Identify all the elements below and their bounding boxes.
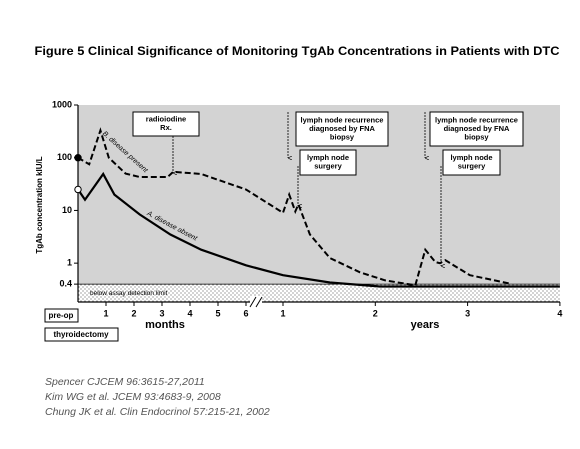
y-tick-label: 0.4 (59, 279, 72, 289)
x-tick-label: 5 (215, 308, 220, 318)
plot-area: below assay detection limit 0.4 1 10 100 1000… (52, 99, 562, 318)
x-tick-label: 2 (131, 308, 136, 318)
x-tick-label: 4 (557, 308, 562, 318)
series-line (77, 127, 511, 287)
reference: Chung JK et al. Clin Endocrinol 57:215-2… (45, 406, 270, 418)
y-tick-label: 10 (62, 205, 72, 215)
x-tick-label: 2 (373, 308, 378, 318)
y-tick-label: 1 (67, 258, 72, 268)
annotation-box (132, 111, 200, 137)
first-point (74, 154, 82, 162)
detection-label: below assay detection limit (90, 290, 168, 297)
annotation-box (429, 111, 524, 147)
x-tick-label: 3 (159, 308, 164, 318)
annotation-text: diagnosed by FNA (444, 124, 510, 133)
annotation-text: Rx. (160, 123, 172, 132)
annotation-box (295, 111, 389, 147)
y-tick-label: 100 (57, 152, 72, 162)
annotation-text: surgery (458, 162, 486, 171)
annotation-text: lymph node (307, 153, 349, 162)
reference: Spencer CJCEM 96:3615-27,2011 (45, 376, 205, 388)
x-tick-label: 3 (465, 308, 470, 318)
series-line (77, 171, 560, 288)
annotation-text: lymph node (450, 153, 492, 162)
x-tick-label: 6 (243, 308, 248, 318)
detection-band (78, 284, 560, 302)
x-tick-label: 1 (103, 308, 108, 318)
x-axis-label: months (145, 319, 185, 331)
x-tick-label: 1 (280, 308, 285, 318)
x-axis-label: years (411, 319, 440, 331)
annotation-text: lymph node recurrence (435, 115, 518, 124)
annotation-text: lymph node recurrence (301, 115, 384, 124)
pre-op-box (44, 308, 79, 323)
chart-title: Figure 5 Clinical Significance of Monito… (35, 44, 560, 58)
annotation-text: radioiodine (146, 115, 186, 124)
annotation-text: biopsy (464, 132, 489, 141)
pre-op-label: pre-op (49, 311, 74, 320)
thyroidectomy-label: thyroidectomy (53, 330, 109, 339)
thyroidectomy-box (44, 327, 119, 342)
annotation-text: diagnosed by FNA (309, 124, 375, 133)
reference: Kim WG et al. JCEM 93:4683-9, 2008 (45, 391, 221, 403)
first-point (74, 185, 82, 194)
annotation-text: biopsy (330, 132, 355, 141)
annotation-box (442, 149, 501, 176)
axis-break (250, 296, 262, 308)
annotation-text: surgery (314, 162, 342, 171)
x-tick-label: 4 (187, 308, 192, 318)
y-tick-label: 1000 (52, 99, 72, 109)
axis-break-mark (249, 296, 263, 308)
annotation-box (299, 149, 357, 176)
y-axis-label: TgAb concentration kIU/L (35, 156, 44, 253)
